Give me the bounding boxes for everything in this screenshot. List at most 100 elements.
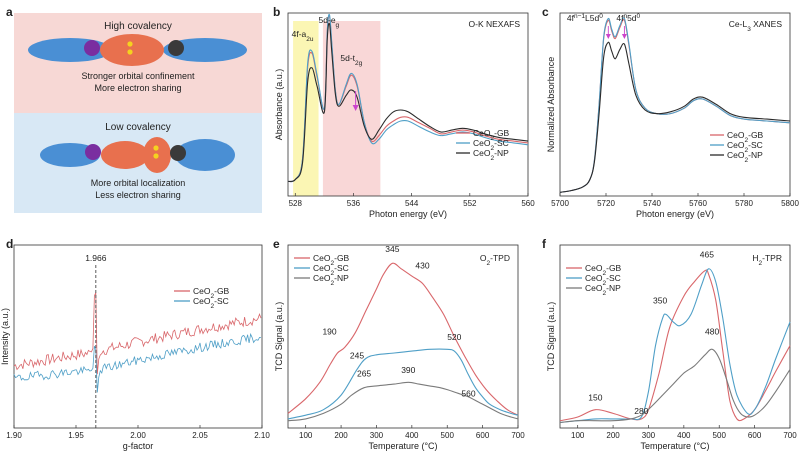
annotation-label: 560	[461, 389, 475, 399]
chart-title-part: -TPD	[490, 253, 510, 263]
x-axis-label: g-factor	[123, 441, 154, 451]
annotation-label-part: 2g	[355, 60, 363, 67]
chart-title: O-K NEXAFS	[469, 19, 521, 29]
annotation-label: 4fn−1L5d0	[567, 13, 603, 24]
peak-arrow-head-icon	[621, 34, 627, 39]
annotation-label-part: g	[336, 22, 340, 29]
x-axis-label: Temperature (°C)	[640, 441, 709, 451]
legend-label-part: 2	[744, 157, 748, 164]
legend-label: CeO2-GB	[727, 130, 764, 144]
chart-panel-d: 1.90 1.95 2.00 2.05 2.10 g-factor Intensity (a…	[0, 244, 270, 451]
plot-frame-f	[559, 244, 791, 429]
legend-label-part: CeO	[473, 128, 491, 138]
annotation-label-part: 0	[599, 13, 603, 20]
high-covalency-line2: More electron sharing	[94, 83, 181, 93]
annotation-label-part: 5d-t	[340, 53, 355, 63]
legend-label-part: CeO	[727, 150, 745, 160]
series-line-CeO2-GB	[13, 292, 262, 375]
high-covalency-bond-icon	[28, 34, 247, 66]
legend-label-part: 2	[602, 270, 606, 277]
x-tick-label: 5800	[781, 199, 799, 208]
x-tick-label: 5720	[597, 199, 615, 208]
x-tick-label: 100	[571, 431, 585, 440]
annotation-label-part: 0	[637, 13, 641, 20]
annotation-label-part: 4f-a	[292, 29, 307, 39]
plot-frame-b	[287, 12, 529, 197]
annotation-label-part: 5d	[627, 13, 637, 23]
low-covalency-bond-icon	[40, 137, 235, 173]
series-line-CeO2-GB	[559, 19, 791, 193]
legend-label: CeO2-SC	[727, 140, 763, 154]
annotation-label: 5d-t2g	[340, 53, 362, 67]
chart-title-part: -TPR	[762, 253, 782, 263]
x-tick-label: 400	[677, 431, 691, 440]
x-tick-label: 200	[334, 431, 348, 440]
trend-arrow-head-icon	[352, 105, 359, 111]
y-axis-label: Normalized Absorbance	[546, 57, 556, 153]
legend-label: CeO2-GB	[473, 128, 510, 142]
legend-label-part: 2	[330, 280, 334, 287]
legend-label-part: -NP	[334, 273, 349, 283]
y-axis-label: Intensity (a.u.)	[0, 308, 10, 365]
legend-label-part: -SC	[334, 263, 349, 273]
annotation-label: 480	[705, 327, 719, 337]
x-tick-label: 5780	[735, 199, 753, 208]
series-line-CeO2-NP	[287, 381, 519, 422]
x-tick-label: 700	[783, 431, 797, 440]
x-tick-label: 5740	[643, 199, 661, 208]
legend-label-part: -NP	[494, 148, 509, 158]
annotation-label: 265	[357, 369, 371, 379]
high-covalency-title: High covalency	[104, 21, 172, 32]
annotation-label: 245	[350, 350, 364, 360]
x-tick-label: 544	[405, 199, 419, 208]
series-line-CeO2-GB	[559, 269, 791, 422]
x-tick-label: 500	[713, 431, 727, 440]
series-line-CeO2-SC	[13, 332, 262, 393]
legend-label: CeO2-GB	[193, 286, 230, 300]
x-tick-label: 552	[463, 199, 477, 208]
legend-label: CeO2-SC	[585, 273, 621, 287]
annotation-label-part: 2u	[306, 36, 314, 43]
high-covalency-line1: Stronger orbital confinement	[81, 71, 195, 81]
chart-title: O2-TPD	[480, 253, 510, 267]
panel-label-b: b	[273, 5, 280, 19]
legend-label: CeO2-GB	[585, 263, 622, 277]
legend-label-part: -NP	[606, 283, 621, 293]
legend-label-part: 2	[490, 155, 494, 162]
peak-arrow-head-icon	[605, 34, 611, 39]
chart-title-part: 2	[487, 260, 491, 267]
chart-title-part: O	[480, 253, 487, 263]
annotation-label: 520	[447, 332, 461, 342]
series-line-CeO2-NP	[287, 22, 529, 183]
annotation-label: 350	[653, 295, 667, 305]
x-tick-label: 5700	[551, 199, 569, 208]
legend-label: CeO2-NP	[727, 150, 763, 164]
legend-label-part: CeO	[585, 273, 603, 283]
annotation-label-part: n	[623, 13, 627, 20]
legend-label-part: CeO	[473, 148, 491, 158]
x-tick-label: 600	[748, 431, 762, 440]
legend-label-part: CeO	[193, 286, 211, 296]
low-covalency-title: Low covalency	[105, 122, 171, 133]
y-axis-label: TCD Signal (a.u.)	[274, 302, 284, 372]
x-tick-label: 400	[405, 431, 419, 440]
annotation-label: 1.966	[85, 253, 107, 263]
legend-label: CeO2-NP	[585, 283, 621, 297]
legend-label-part: -SC	[214, 296, 229, 306]
annotation-label: 280	[634, 406, 648, 416]
x-tick-label: 500	[441, 431, 455, 440]
legend-label: CeO2-SC	[193, 296, 229, 310]
panel-label-d: d	[6, 237, 13, 251]
x-tick-label: 300	[370, 431, 384, 440]
legend-label-part: -NP	[748, 150, 763, 160]
chart-title: H2-TPR	[752, 253, 782, 267]
legend-label-part: 2	[490, 145, 494, 152]
annotation-label: 150	[588, 392, 602, 402]
x-tick-label: 536	[347, 199, 361, 208]
y-axis-label: Absorbance (a.u.)	[274, 69, 284, 141]
chart-title-part: H	[752, 253, 758, 263]
legend-label-part: -SC	[606, 273, 621, 283]
annotation-label: 390	[401, 365, 415, 375]
legend-label-part: 2	[744, 137, 748, 144]
